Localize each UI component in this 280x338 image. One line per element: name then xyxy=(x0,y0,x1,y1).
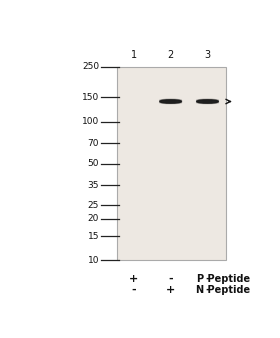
Text: +: + xyxy=(166,285,175,295)
Text: N Peptide: N Peptide xyxy=(196,285,250,295)
Text: -: - xyxy=(168,274,173,284)
FancyBboxPatch shape xyxy=(118,67,226,261)
Text: -: - xyxy=(131,285,136,295)
Text: 70: 70 xyxy=(88,139,99,148)
Ellipse shape xyxy=(197,100,218,103)
Text: 10: 10 xyxy=(88,256,99,265)
Ellipse shape xyxy=(160,99,181,102)
Ellipse shape xyxy=(197,101,218,103)
Text: 1: 1 xyxy=(131,50,137,60)
Text: 150: 150 xyxy=(82,93,99,102)
Text: 50: 50 xyxy=(88,159,99,168)
Text: 35: 35 xyxy=(88,180,99,190)
Ellipse shape xyxy=(197,99,218,102)
Text: 20: 20 xyxy=(88,214,99,223)
Text: P Peptide: P Peptide xyxy=(197,274,250,284)
Text: 2: 2 xyxy=(167,50,174,60)
Text: -: - xyxy=(205,285,210,295)
Text: 250: 250 xyxy=(82,62,99,71)
Ellipse shape xyxy=(160,101,181,103)
Text: +: + xyxy=(129,274,138,284)
Text: 15: 15 xyxy=(88,232,99,241)
Text: 100: 100 xyxy=(82,117,99,126)
Ellipse shape xyxy=(160,100,181,103)
Text: -: - xyxy=(205,274,210,284)
Text: 25: 25 xyxy=(88,201,99,210)
Text: 3: 3 xyxy=(204,50,211,60)
